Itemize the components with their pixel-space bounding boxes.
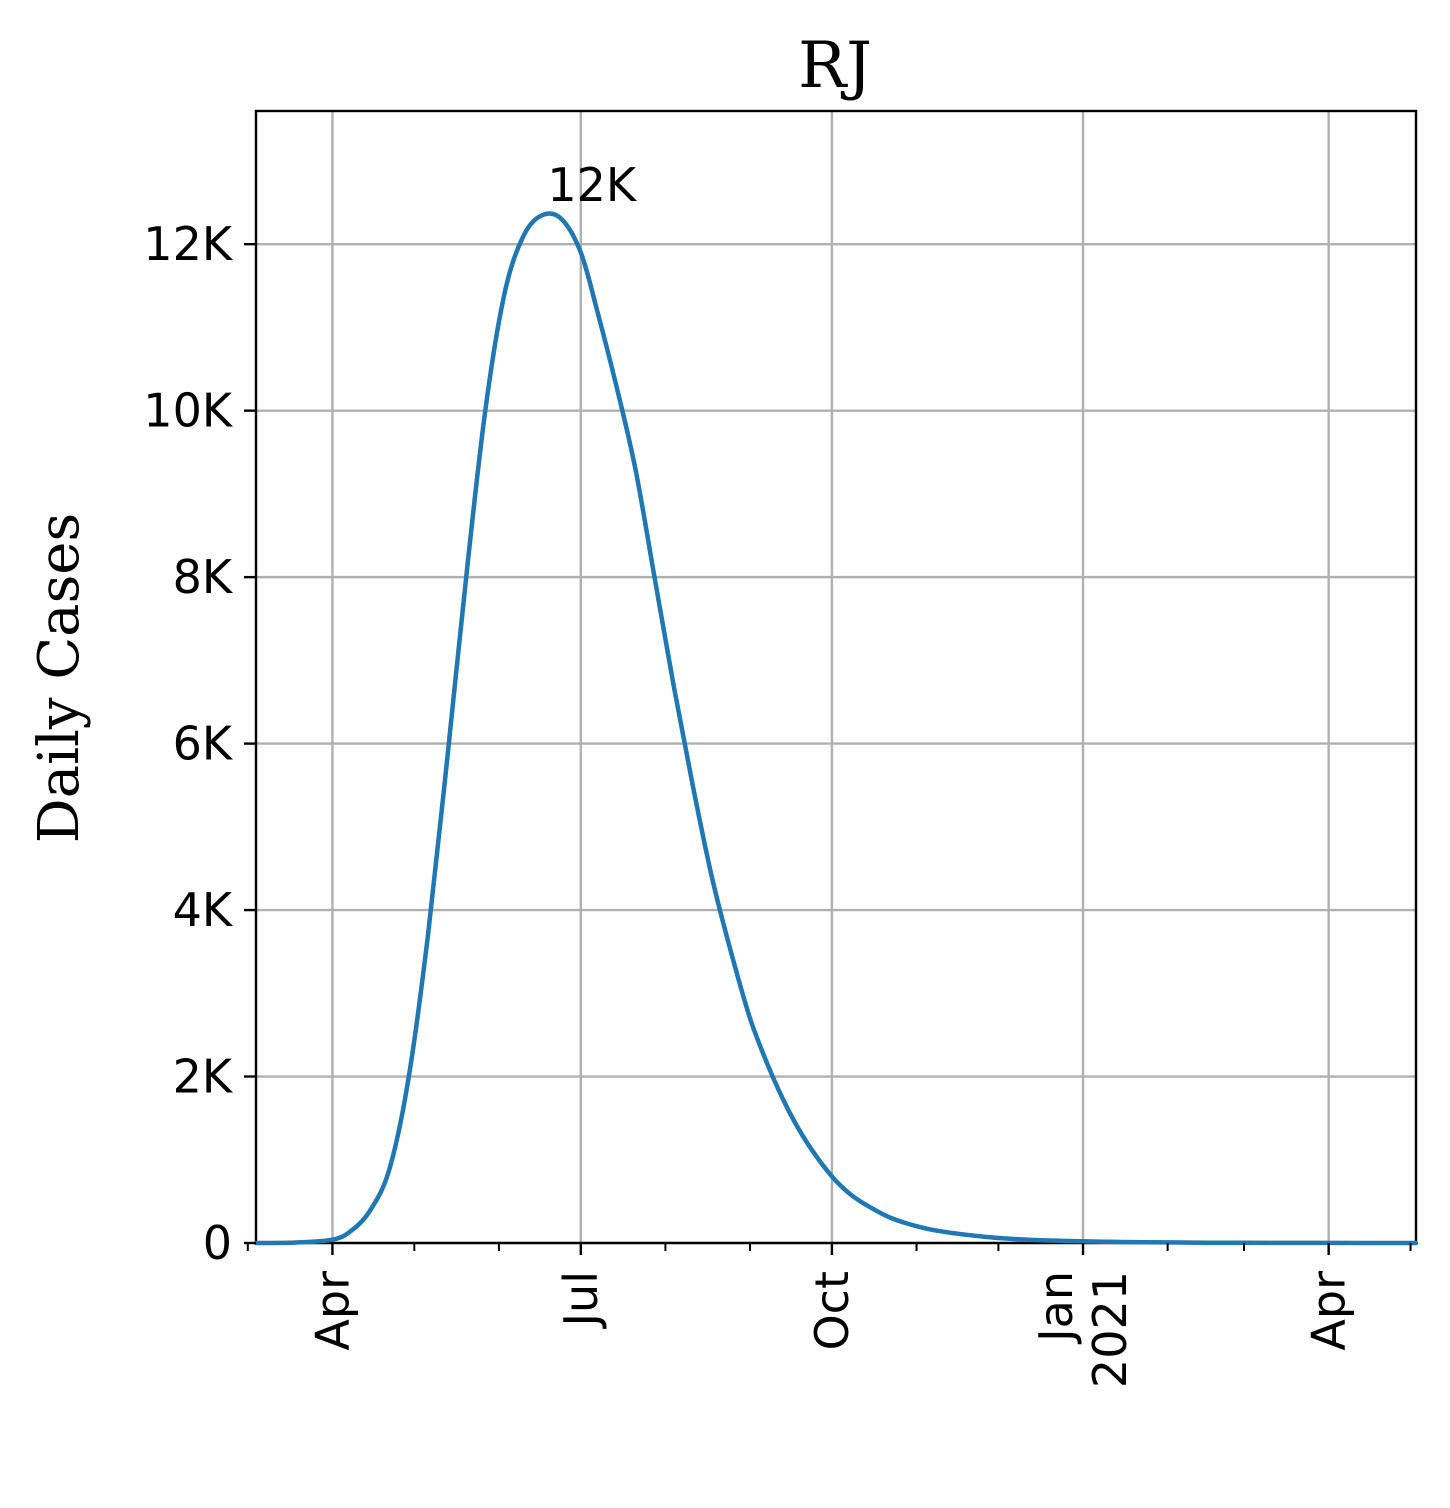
y-tick-label: 0: [203, 1216, 232, 1270]
x-tick-label: Oct: [805, 1271, 859, 1351]
grid-lines: [256, 111, 1416, 1245]
x-tick-label: Jul: [554, 1271, 608, 1330]
daily-cases-line: [253, 211, 1419, 1246]
peak-annotation: 12K: [547, 158, 638, 212]
y-tick-label: 8K: [173, 550, 234, 604]
y-tick-label: 4K: [173, 883, 234, 937]
x-tick-label: Apr: [1302, 1271, 1356, 1351]
chart-title: RJ: [798, 29, 872, 103]
y-tick-label: 2K: [173, 1050, 234, 1104]
y-tick-label: 12K: [143, 217, 234, 271]
x-tick-label: Apr: [305, 1271, 359, 1351]
x-tick-label: Jan2021: [1029, 1271, 1137, 1388]
plot-frame: [254, 109, 1418, 1245]
y-tick-label: 10K: [143, 384, 234, 438]
series-layer: [253, 211, 1419, 1246]
y-tick-label: 6K: [173, 717, 234, 771]
y-axis-label: Daily Cases: [27, 513, 92, 843]
axes-frame: [254, 109, 1418, 1245]
annotation-layer: 12K: [547, 158, 638, 212]
ticks-layer: 0 2K 4K 6K 8K 10K 12K Apr Jul Oct Jan2021 Apr: [143, 217, 1412, 1388]
